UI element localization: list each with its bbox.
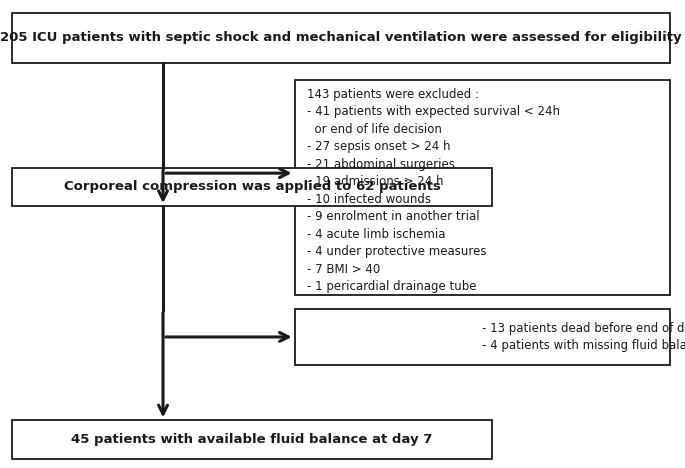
FancyBboxPatch shape [295, 309, 670, 365]
Text: 205 ICU patients with septic shock and mechanical ventilation were assessed for : 205 ICU patients with septic shock and m… [0, 31, 682, 44]
Text: 143 patients were excluded :
- 41 patients with expected survival < 24h
  or end: 143 patients were excluded : - 41 patien… [307, 88, 560, 293]
FancyBboxPatch shape [12, 420, 492, 459]
FancyBboxPatch shape [12, 13, 670, 63]
Text: - 13 patients dead before end of day 7
- 4 patients with missing fluid balance d: - 13 patients dead before end of day 7 -… [482, 322, 685, 352]
Text: Corporeal compression was applied to 62 patients: Corporeal compression was applied to 62 … [64, 180, 440, 193]
FancyBboxPatch shape [12, 168, 492, 206]
Text: 45 patients with available fluid balance at day 7: 45 patients with available fluid balance… [71, 433, 433, 446]
FancyBboxPatch shape [295, 80, 670, 295]
